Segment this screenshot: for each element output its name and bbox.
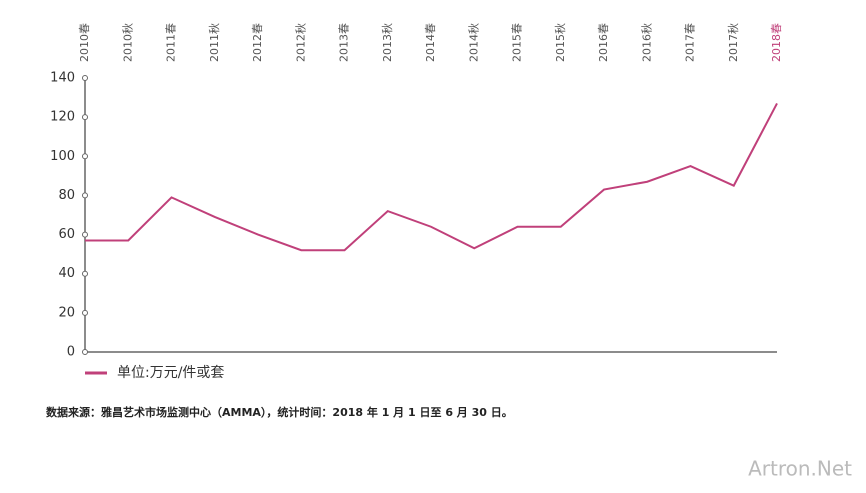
y-tick-label: 20 — [58, 305, 75, 320]
y-tick-label: 60 — [58, 227, 75, 242]
x-tick-label: 2011春 — [165, 23, 178, 62]
x-tick-label: 2018春 — [770, 23, 783, 62]
y-tick-mark — [82, 309, 88, 316]
x-tick-label: 2017秋 — [726, 23, 740, 62]
x-tick-label: 2010秋 — [120, 23, 134, 62]
x-tick-label: 2016春 — [597, 23, 610, 62]
legend-label: 单位:万元/件或套 — [117, 365, 224, 381]
line-series — [85, 102, 778, 252]
y-tick-mark — [82, 75, 88, 81]
x-tick-label: 2014春 — [424, 23, 437, 62]
y-tick-mark — [82, 153, 88, 160]
x-tick-label: 2012秋 — [293, 23, 307, 62]
x-tick-label: 2010春 — [78, 23, 91, 62]
source-note: 数据来源：雅昌艺术市场监测中心（AMMA），统计时间：2018 年 1 月 1 … — [46, 405, 513, 419]
watermark: Artron.Net — [748, 457, 852, 481]
x-tick-label: 2015春 — [511, 23, 524, 62]
y-tick-label: 140 — [50, 71, 75, 86]
x-tick-label: 2014秋 — [466, 23, 480, 62]
x-tick-label: 2017春 — [684, 23, 697, 62]
y-tick-mark — [82, 231, 88, 238]
y-tick-mark — [82, 349, 88, 355]
y-tick-label: 0 — [67, 345, 75, 360]
y-tick-label: 40 — [58, 266, 75, 281]
x-tick-label: 2012春 — [251, 23, 264, 62]
x-tick-label: 2016秋 — [639, 23, 653, 62]
x-tick-label: 2013秋 — [380, 23, 394, 62]
x-tick-label: 2013春 — [338, 23, 351, 62]
y-tick-mark — [82, 270, 88, 277]
y-tick-label: 120 — [50, 110, 75, 125]
y-tick-label: 80 — [58, 188, 75, 203]
y-tick-label: 100 — [50, 149, 75, 164]
y-tick-mark — [82, 192, 88, 199]
y-tick-mark — [82, 114, 88, 121]
x-tick-label: 2011秋 — [207, 23, 221, 62]
x-tick-label: 2015秋 — [553, 23, 567, 62]
